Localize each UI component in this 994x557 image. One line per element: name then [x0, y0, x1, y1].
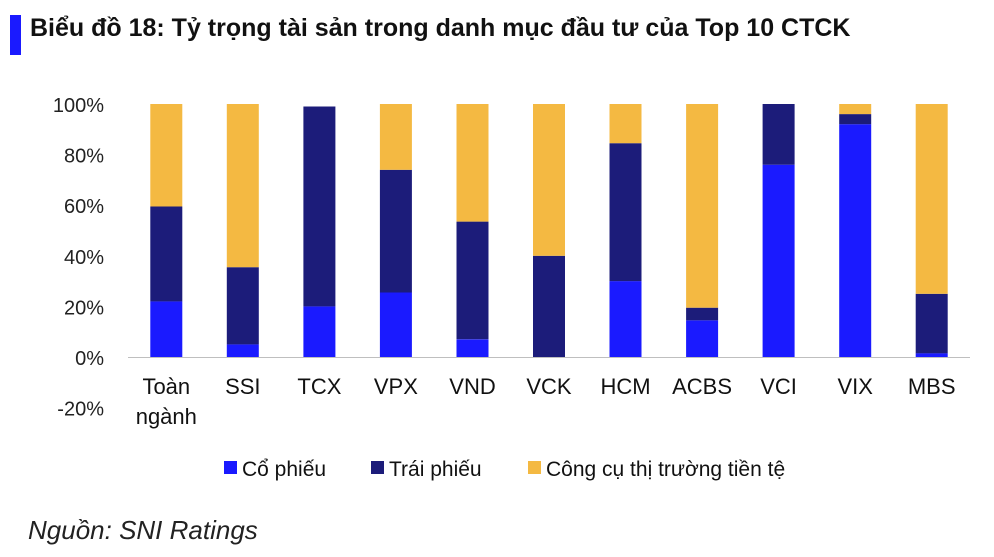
bar-segment: [915, 293, 948, 354]
title-accent-bar: [10, 15, 21, 55]
bar-segment: [150, 206, 183, 302]
x-tick-label: HCM: [600, 374, 650, 399]
bar-segment: [915, 353, 948, 357]
bar-segment: [915, 104, 948, 294]
bar-segment: [762, 164, 795, 357]
legend-swatch: [224, 461, 237, 474]
bar-segment: [379, 292, 412, 357]
x-tick-label: VCI: [760, 374, 797, 399]
bar-segment: [686, 104, 719, 308]
bar-segment: [686, 320, 719, 357]
y-tick-label: 100%: [53, 95, 104, 117]
x-tick-label: VPX: [374, 374, 418, 399]
bar-stacks: [150, 104, 948, 357]
bar-segment: [303, 106, 336, 307]
y-axis-tick-labels: -20% 0% 20% 40% 60% 80% 100%: [53, 95, 104, 421]
y-tick-label: 80%: [64, 146, 104, 168]
bar-segment: [533, 104, 565, 256]
legend-label: Công cụ thị trường tiền tệ: [546, 458, 785, 481]
bar-segment: [762, 104, 795, 165]
bar-segment: [456, 339, 489, 357]
source-note: Nguồn: SNI Ratings: [28, 515, 258, 545]
bar-segment: [609, 104, 642, 144]
bar-segment: [839, 104, 872, 115]
bar-segment: [150, 301, 183, 357]
bar-segment: [303, 306, 336, 357]
bar-segment: [533, 255, 565, 357]
y-tick-label: 40%: [64, 247, 104, 269]
bar-segment: [150, 104, 183, 207]
x-tick-label: SSI: [225, 374, 260, 399]
x-tick-label: MBS: [908, 374, 956, 399]
legend-label: Trái phiếu: [389, 458, 482, 481]
bar-segment: [456, 221, 489, 340]
x-tick-label: VIX: [837, 374, 873, 399]
y-tick-label: 20%: [64, 297, 104, 319]
bar-segment: [226, 104, 259, 268]
x-tick-label: TCX: [297, 374, 341, 399]
bar-segment: [839, 114, 872, 125]
bar-segment: [226, 344, 259, 357]
x-tick-label: ACBS: [672, 374, 732, 399]
chart-title: Biểu đồ 18: Tỷ trọng tài sản trong danh …: [30, 14, 851, 42]
x-tick-label: Toàn: [142, 374, 190, 399]
x-tick-label: VCK: [526, 374, 572, 399]
legend: Cổ phiếu Trái phiếu Công cụ thị trường tiề…: [224, 458, 785, 481]
y-tick-label: 0%: [75, 348, 104, 370]
bar-segment: [379, 169, 412, 293]
bar-segment: [226, 267, 259, 345]
legend-label: Cổ phiếu: [242, 458, 326, 481]
x-tick-label: VND: [449, 374, 495, 399]
legend-swatch: [371, 461, 384, 474]
y-tick-label: 60%: [64, 196, 104, 218]
bar-segment: [839, 124, 872, 357]
x-axis-category-labels: Toàn ngành SSI TCX VPX VND VCK HCM ACBS VCI VIX MBS: [136, 374, 956, 429]
y-tick-label: -20%: [57, 399, 104, 421]
bar-segment: [379, 104, 412, 170]
bar-segment: [609, 143, 642, 282]
bar-segment: [609, 281, 642, 357]
legend-swatch: [528, 461, 541, 474]
bar-segment: [686, 307, 719, 321]
bar-segment: [456, 104, 489, 222]
stacked-bar-chart: -20% 0% 20% 40% 60% 80% 100% Toàn ngành SSI TCX VP…: [53, 95, 970, 481]
x-tick-label: ngành: [136, 404, 197, 429]
